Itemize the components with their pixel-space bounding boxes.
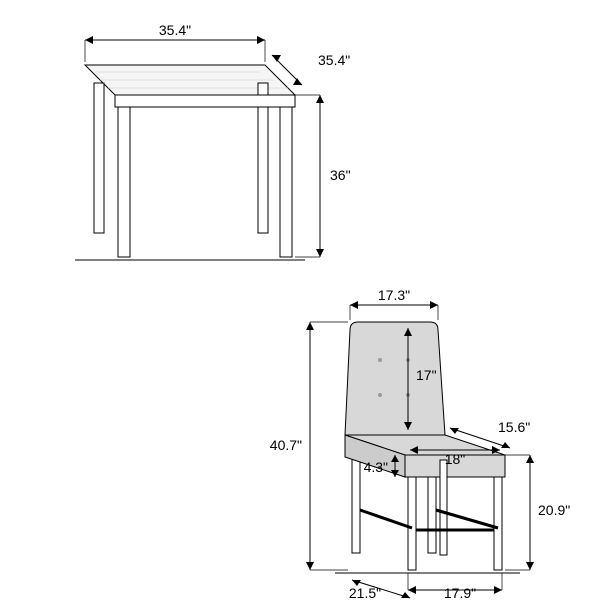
chair-drawing: 17.3" 17" 15.6" 18" 4.3" [270, 287, 570, 600]
chair-seat-floor-dim: 20.9" [505, 455, 570, 570]
table-drawing: 35.4" 35.4" 36" [75, 22, 351, 260]
chair-base-depth-dim: 21.5" [349, 580, 410, 600]
chair-back-width-dim: 17.3" [350, 287, 438, 320]
chair-seat-floor-label: 20.9" [538, 502, 570, 518]
chair-total-height-label: 40.7" [270, 437, 302, 453]
chair-back-height-label: 17" [416, 367, 437, 383]
chair-base-width-dim: 17.9" [408, 573, 502, 600]
chair-base-width-label: 17.9" [444, 585, 476, 600]
table-height-dim: 36" [295, 95, 351, 257]
dimension-diagram: 35.4" 35.4" 36" [0, 0, 600, 600]
chair-seat-thick-label: 4.3" [364, 459, 388, 475]
table-depth-dim: 35.4" [272, 52, 350, 85]
chair-base-depth-label: 21.5" [349, 585, 381, 600]
table-width-dim: 35.4" [85, 22, 265, 62]
chair-back-width-label: 17.3" [378, 287, 410, 303]
table-width-label: 35.4" [159, 22, 191, 38]
chair-seat-depth-label: 15.6" [498, 419, 530, 435]
chair-seat-width-label: 18" [445, 451, 466, 467]
table-depth-label: 35.4" [318, 52, 350, 68]
chair-total-height-dim: 40.7" [270, 322, 348, 570]
table-height-label: 36" [330, 167, 351, 183]
